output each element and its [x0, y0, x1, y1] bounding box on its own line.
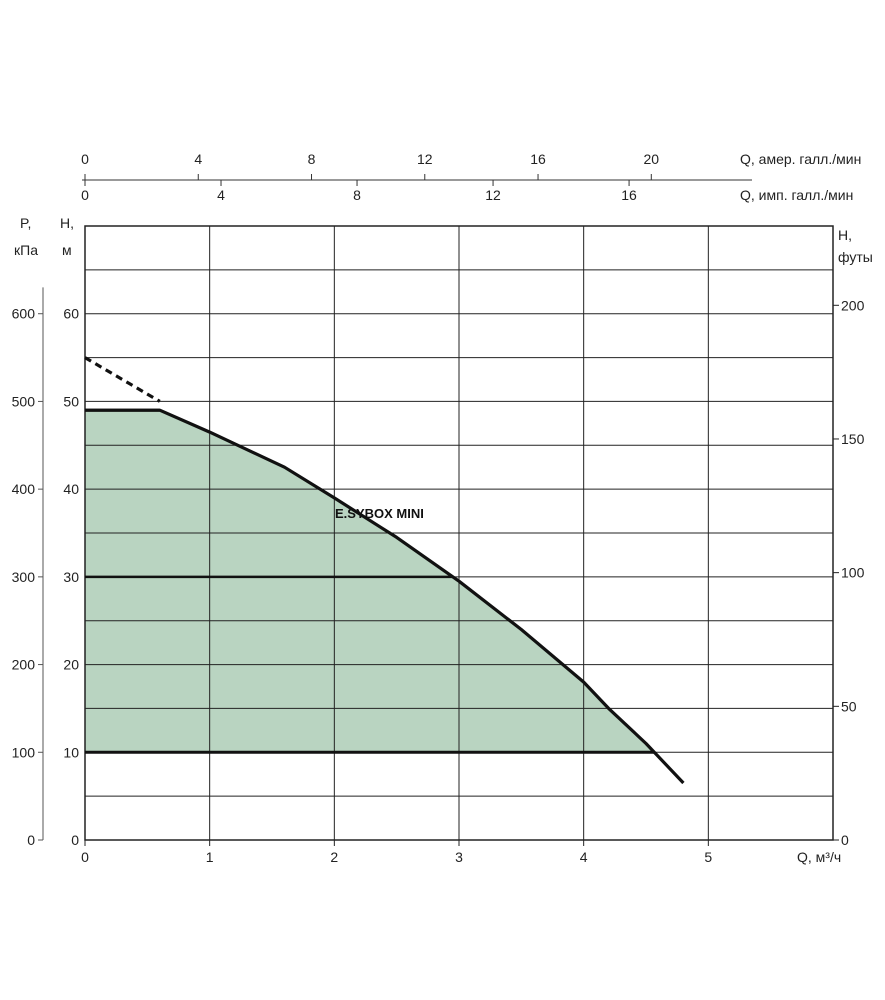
- us-gpm-tick-label: 12: [417, 151, 433, 167]
- q-us-gpm-axis-title: Q, амер. галл./мин: [740, 151, 861, 167]
- p-tick-label: 200: [12, 657, 36, 673]
- ft-tick-label: 100: [841, 565, 865, 581]
- imp-gpm-tick-label: 12: [485, 187, 501, 203]
- p-tick-label: 100: [12, 744, 36, 760]
- h-axis-title-line2: м: [62, 242, 72, 258]
- esybox-mini-curve-extrapolated: [84, 356, 161, 403]
- imp-gpm-tick-label: 16: [621, 187, 637, 203]
- q-imp-gpm-axis-title: Q, имп. галл./мин: [740, 187, 853, 203]
- p-tick-label: 300: [12, 569, 36, 585]
- ft-axis-title-line2: футы: [838, 249, 873, 265]
- us-gpm-tick-label: 20: [644, 151, 660, 167]
- curve-layer: [84, 356, 685, 785]
- p-axis-title-line1: P,: [20, 215, 31, 231]
- operating-region-layer: [85, 410, 655, 753]
- x-tick-label: 5: [704, 849, 712, 865]
- ft-tick-label: 200: [841, 297, 865, 313]
- axes-layer: 0 1 2 3 4 50102030405060010020030040050060005…: [12, 151, 865, 865]
- x-tick-label: 4: [580, 849, 588, 865]
- p-axis-title-line2: кПа: [14, 242, 38, 258]
- ft-tick-label: 50: [841, 698, 857, 714]
- h-tick-label: 0: [71, 832, 79, 848]
- series-label-esybox-mini: E.SYBOX MINI: [335, 506, 424, 521]
- us-gpm-tick-label: 4: [194, 151, 202, 167]
- p-tick-label: 0: [27, 832, 35, 848]
- p-tick-label: 500: [12, 393, 36, 409]
- us-gpm-tick-label: 8: [308, 151, 316, 167]
- esybox-mini-curve: [85, 408, 685, 785]
- imp-gpm-tick-label: 8: [353, 187, 361, 203]
- x-tick-label: 1: [206, 849, 214, 865]
- h-tick-label: 30: [63, 569, 79, 585]
- x-tick-label: 3: [455, 849, 463, 865]
- h-axis-title-line1: H,: [60, 215, 74, 231]
- imp-gpm-tick-label: 4: [217, 187, 225, 203]
- x-tick-label: 0: [81, 849, 89, 865]
- imp-gpm-tick-label: 0: [81, 187, 89, 203]
- h-tick-label: 50: [63, 393, 79, 409]
- operating-region-fill: [85, 410, 655, 753]
- h-tick-label: 40: [63, 481, 79, 497]
- x-tick-label: 2: [330, 849, 338, 865]
- q-m3h-axis-title: Q, м³/ч: [797, 849, 841, 865]
- p-tick-label: 400: [12, 481, 36, 497]
- ft-tick-label: 0: [841, 832, 849, 848]
- us-gpm-tick-label: 16: [530, 151, 546, 167]
- ft-tick-label: 150: [841, 431, 865, 447]
- h-tick-label: 60: [63, 306, 79, 322]
- h-tick-label: 10: [63, 744, 79, 760]
- ft-axis-title-line1: H,: [838, 227, 852, 243]
- h-tick-label: 20: [63, 657, 79, 673]
- us-gpm-tick-label: 0: [81, 151, 89, 167]
- p-tick-label: 600: [12, 306, 36, 322]
